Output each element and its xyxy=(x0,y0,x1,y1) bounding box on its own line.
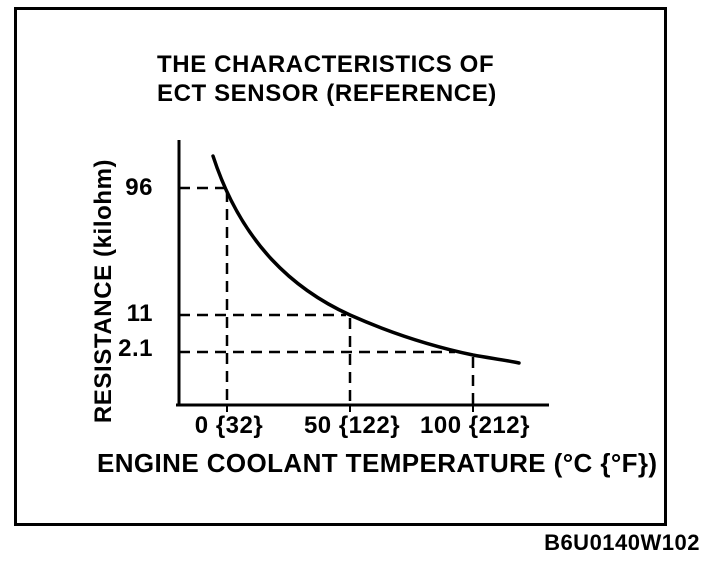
x-tick-label-50: 50 {122} xyxy=(303,412,401,439)
chart-title: THE CHARACTERISTICS OF ECT SENSOR (REFER… xyxy=(157,50,497,108)
y-tick-label-11: 11 xyxy=(126,300,153,327)
y-tick-label-2-1: 2.1 xyxy=(118,335,153,362)
y-tick-label-96: 96 xyxy=(125,174,153,201)
chart-title-line1: THE CHARACTERISTICS OF xyxy=(157,51,495,78)
figure-border-frame xyxy=(14,7,667,526)
x-axis-label: ENGINE COOLANT TEMPERATURE (°C {°F}) xyxy=(97,448,658,478)
figure-reference-code: B6U0140W102 xyxy=(544,530,700,555)
chart-title-line2: ECT SENSOR (REFERENCE) xyxy=(157,80,497,107)
resistance-curve xyxy=(211,154,521,365)
x-tick-label-100: 100 {212} xyxy=(420,412,530,439)
x-tick-label-0: 0 {32} xyxy=(194,412,264,439)
